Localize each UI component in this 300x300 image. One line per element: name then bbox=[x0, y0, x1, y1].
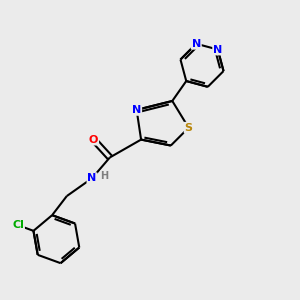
Text: N: N bbox=[213, 44, 222, 55]
Text: N: N bbox=[192, 39, 201, 49]
Text: N: N bbox=[132, 105, 141, 115]
Text: N: N bbox=[87, 173, 97, 183]
Text: O: O bbox=[89, 135, 98, 145]
Text: S: S bbox=[184, 123, 193, 133]
Text: Cl: Cl bbox=[12, 220, 24, 230]
Text: H: H bbox=[100, 171, 109, 181]
